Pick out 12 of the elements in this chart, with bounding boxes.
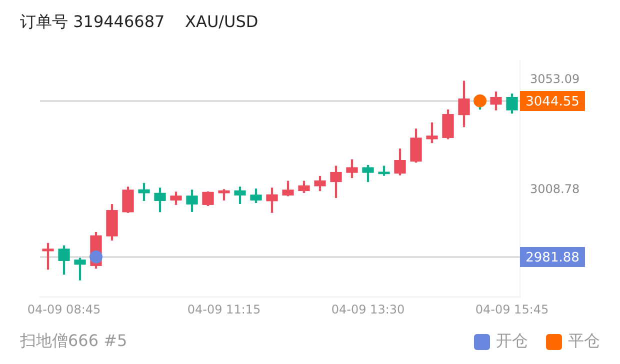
text: 扫地僧666 #5 (20, 331, 128, 352)
x-tick-label: 04-09 11:15 (187, 302, 261, 316)
ref-line-label: 2981.88 (526, 250, 580, 266)
x-tick-label: 04-09 08:45 (27, 302, 101, 316)
chart-title: 订单号 319446687 XAU/USD (20, 12, 258, 33)
legend-label: 平仓 (568, 331, 600, 352)
legend-label: 开仓 (496, 331, 528, 352)
y-tick-label: 3053.09 (530, 72, 580, 86)
x-tick-label: 04-09 13:30 (331, 302, 405, 316)
ref-line-label: 3044.55 (526, 94, 580, 110)
x-tick-label: 04-09 15:45 (475, 302, 549, 316)
y-tick-label: 3008.78 (530, 182, 580, 196)
